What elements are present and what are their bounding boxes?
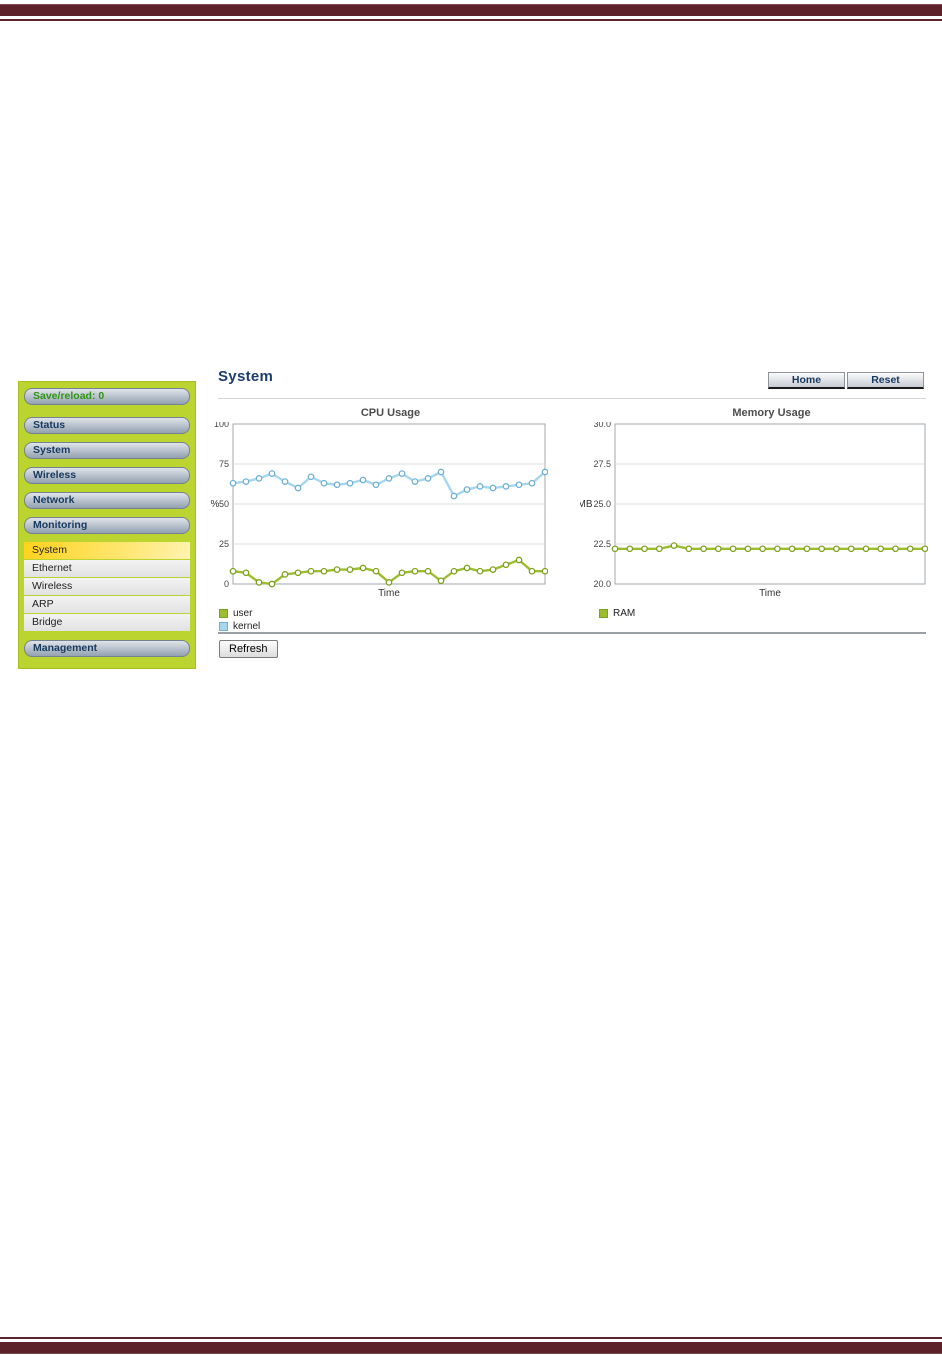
svg-text:100: 100	[214, 422, 229, 429]
legend-swatch-kernel	[219, 622, 228, 631]
sidebar-item-wireless[interactable]: Wireless	[24, 467, 190, 484]
save-reload-button[interactable]: Save/reload: 0	[24, 388, 190, 405]
memory-plot-area: 20.0 22.5 25.0 27.5 30.0 MB Time	[578, 419, 929, 605]
svg-text:22.5: 22.5	[593, 539, 611, 549]
sidebar-item-monitoring[interactable]: Monitoring	[24, 517, 190, 534]
sidebar-item-status[interactable]: Status	[24, 417, 190, 434]
cpu-plot-area: 0 25 50 75 100% Time	[200, 419, 549, 605]
svg-text:20.0: 20.0	[593, 579, 611, 589]
svg-text:25: 25	[219, 539, 229, 549]
legend-label: user	[233, 608, 253, 619]
sidebar-nav: Save/reload: 0 Status System Wireless Netwo…	[18, 381, 196, 669]
cpu-usage-chart: CPU Usage 0 25 50 75 100% Time user kernel	[200, 407, 549, 633]
legend-label: kernel	[233, 621, 261, 632]
svg-text:27.5: 27.5	[593, 459, 611, 469]
bottom-border-line	[0, 1337, 942, 1339]
memory-chart-title: Memory Usage	[732, 407, 811, 419]
cpu-chart-title: CPU Usage	[360, 407, 421, 419]
svg-text:%: %	[211, 499, 220, 510]
content-divider	[218, 632, 926, 634]
memory-legend: RAM	[599, 607, 928, 620]
sidebar-subitem-system[interactable]: System	[24, 542, 190, 559]
svg-text:30.0: 30.0	[593, 422, 611, 429]
svg-text:75: 75	[219, 459, 229, 469]
top-border-line	[0, 19, 942, 21]
bottom-border-bar	[0, 1342, 942, 1354]
sidebar-item-system[interactable]: System	[24, 442, 190, 459]
svg-text:MB: MB	[580, 499, 593, 510]
legend-item-kernel: kernel	[219, 620, 548, 633]
chart-plot: 20.0 22.5 25.0 27.5 30.0 MB Time	[578, 419, 929, 599]
sidebar-main-items: Status System Wireless Network Monitoring	[24, 417, 190, 534]
svg-text:25.0: 25.0	[593, 499, 611, 509]
svg-text:Time: Time	[759, 588, 781, 599]
svg-text:0: 0	[224, 579, 229, 589]
sidebar-item-management[interactable]: Management	[24, 640, 190, 657]
sidebar-subitem-ethernet[interactable]: Ethernet	[24, 560, 190, 577]
sidebar-subitem-wireless[interactable]: Wireless	[24, 578, 190, 595]
legend-label: RAM	[613, 608, 636, 619]
reset-button[interactable]: Reset	[847, 372, 924, 389]
legend-swatch-user	[219, 609, 228, 618]
cpu-legend: user kernel	[219, 607, 548, 633]
svg-text:50: 50	[219, 499, 229, 509]
page-title: System	[218, 368, 274, 385]
legend-item-user: user	[219, 607, 548, 620]
sidebar-item-network[interactable]: Network	[24, 492, 190, 509]
sidebar-subitem-arp[interactable]: ARP	[24, 596, 190, 613]
svg-text:Time: Time	[378, 588, 400, 599]
top-border-bar	[0, 4, 942, 16]
refresh-button[interactable]: Refresh	[219, 640, 278, 658]
sidebar-subitem-bridge[interactable]: Bridge	[24, 614, 190, 631]
home-button[interactable]: Home	[768, 372, 845, 389]
legend-swatch-ram	[599, 609, 608, 618]
header-divider	[218, 398, 926, 399]
legend-item-ram: RAM	[599, 607, 928, 620]
memory-usage-chart: Memory Usage 20.0 22.5 25.0 27.5 30.0 MB Time …	[578, 407, 929, 620]
sidebar-monitoring-subitems: System Ethernet Wireless ARP Bridge	[24, 542, 190, 631]
chart-plot: 0 25 50 75 100% Time	[211, 419, 549, 599]
